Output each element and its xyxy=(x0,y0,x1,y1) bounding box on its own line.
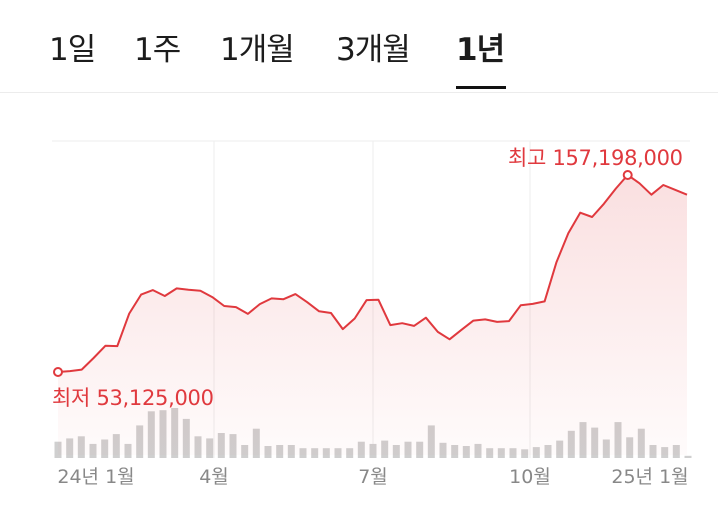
x-tick-label: 7월 xyxy=(358,466,388,488)
chart-canvas xyxy=(52,140,692,458)
tab-3m[interactable]: 3개월 xyxy=(336,32,411,68)
period-tabs: 1일 1주 1개월 3개월 1년 xyxy=(0,0,718,93)
price-chart[interactable]: 최고 157,198,000 최저 53,125,000 24년 1월 4월 7… xyxy=(0,93,718,516)
tab-1w[interactable]: 1주 xyxy=(134,32,181,68)
x-tick-label: 10월 xyxy=(509,466,551,488)
min-label-text: 최저 xyxy=(52,386,91,410)
max-price-label: 최고 157,198,000 xyxy=(508,142,683,172)
x-tick-label: 4월 xyxy=(199,466,229,488)
min-price-marker xyxy=(53,367,63,377)
max-label-text: 최고 xyxy=(508,146,547,170)
min-value-text: 53,125,000 xyxy=(96,386,214,410)
min-price-label: 최저 53,125,000 xyxy=(52,382,214,412)
tab-1d[interactable]: 1일 xyxy=(49,32,96,68)
max-price-marker xyxy=(622,170,633,180)
tab-1m[interactable]: 1개월 xyxy=(220,32,295,68)
active-tab-indicator xyxy=(456,86,506,89)
x-tick-label: 25년 1월 xyxy=(611,466,689,488)
max-value-text: 157,198,000 xyxy=(552,146,683,170)
tab-1y[interactable]: 1년 xyxy=(456,32,505,68)
price-area xyxy=(58,175,687,455)
volume-bar xyxy=(684,455,692,458)
x-tick-label: 24년 1월 xyxy=(57,466,135,488)
price-line xyxy=(57,174,688,373)
